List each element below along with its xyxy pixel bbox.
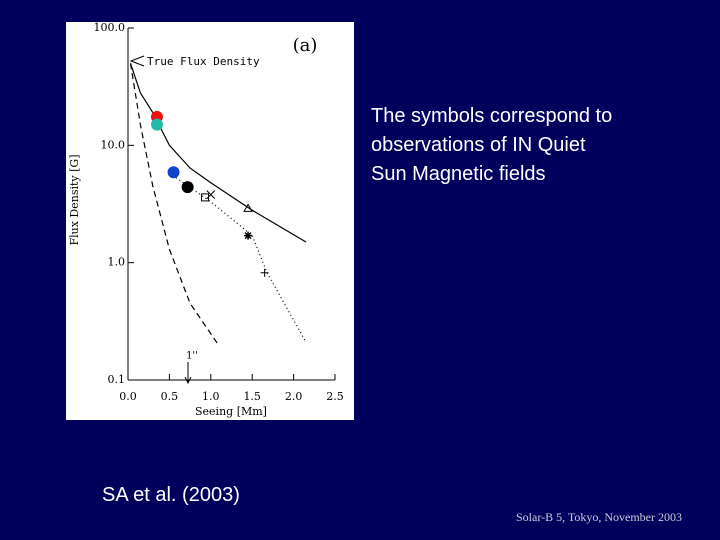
slide-note-line: observations of IN Quiet xyxy=(371,134,586,156)
series-line xyxy=(129,63,219,346)
x-tick-label: 0.0 xyxy=(119,390,137,403)
point xyxy=(260,268,269,277)
annotation-arrow xyxy=(129,55,145,67)
y-tick-label: 10.0 xyxy=(101,138,126,151)
point xyxy=(244,231,253,240)
footer: Solar-B 5, Tokyo, November 2003 xyxy=(516,510,682,524)
annotation: True Flux Density xyxy=(147,55,260,68)
y-tick-label: 0.1 xyxy=(108,373,126,386)
marker-label: 1'' xyxy=(186,351,198,362)
series-line xyxy=(129,63,307,243)
point xyxy=(150,118,163,131)
citation: SA et al. (2003) xyxy=(102,484,240,506)
point xyxy=(167,166,180,179)
chart-panel xyxy=(66,22,354,420)
slide-note-line: The symbols correspond to xyxy=(371,105,612,127)
x-tick-label: 2.5 xyxy=(326,390,344,403)
point xyxy=(181,181,194,194)
x-tick-label: 1.5 xyxy=(243,390,261,403)
chart: (a) True Flux Density 1'' Seeing [Mm] Fl… xyxy=(68,21,344,418)
chart-title: (a) xyxy=(293,35,318,56)
slide-note: The symbols correspond to observations of… xyxy=(371,105,612,185)
x-tick-label: 0.5 xyxy=(161,390,179,403)
y-tick-label: 100.0 xyxy=(94,21,126,34)
y-tick-label: 1.0 xyxy=(108,256,126,269)
x-tick-label: 2.0 xyxy=(285,390,303,403)
point xyxy=(243,203,253,212)
x-axis-label: Seeing [Mm] xyxy=(195,405,267,418)
x-tick-label: 1.0 xyxy=(202,390,220,403)
y-axis-label: Flux Density [G] xyxy=(68,154,81,245)
point xyxy=(206,190,216,199)
slide-note-line: Sun Magnetic fields xyxy=(371,163,546,185)
